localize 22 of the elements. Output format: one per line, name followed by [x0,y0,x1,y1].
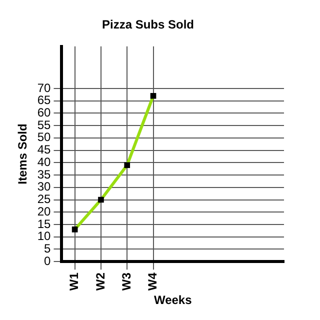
y-tick-label: 50 [37,130,52,144]
y-tick-label: 5 [44,242,52,256]
x-tick-label: W2 [93,272,108,291]
x-tick-label: W1 [67,272,82,291]
y-tick-label: 60 [37,106,52,120]
y-tick-label: 35 [37,167,52,182]
y-tick-label: 55 [37,118,52,132]
x-tick-label: W3 [119,272,134,291]
y-tick-label: 25 [37,192,52,206]
y-tick-label: 45 [37,142,52,157]
y-tick-label: 0 [44,254,52,268]
y-tick-label: 20 [37,204,52,218]
y-tick-label: 10 [37,229,52,244]
y-axis-title: Items Sold [16,124,30,184]
y-tick-label: 65 [37,93,52,108]
x-tick-label: W4 [146,272,160,291]
x-axis-title: Weeks [154,293,192,308]
y-tick-label: 40 [37,154,52,169]
y-tick-label: 70 [37,80,52,95]
chart-title: Pizza Subs Sold [102,18,194,32]
y-tick-label: 15 [37,216,52,231]
y-tick-label: 30 [37,180,52,194]
